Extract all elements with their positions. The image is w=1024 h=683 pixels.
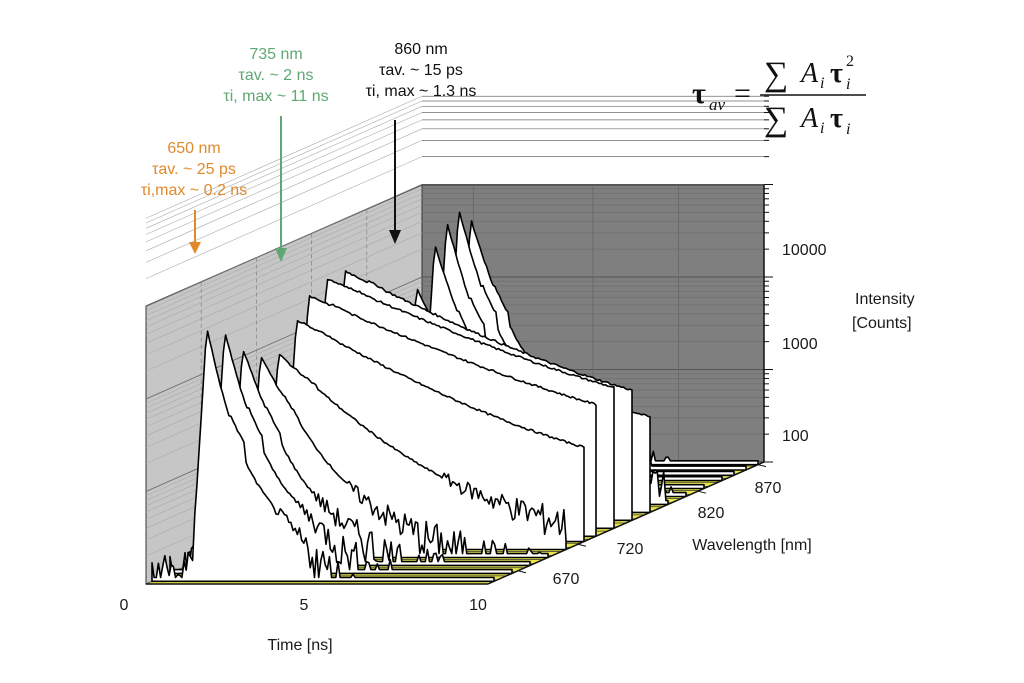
eq-den-a-sub: i [820, 120, 824, 137]
eq-den-a: A [799, 103, 819, 134]
eq-lhs-tau: τ [692, 77, 706, 110]
eq-equals: = [734, 77, 751, 110]
z-axis-label-2: [Counts] [852, 315, 912, 332]
annotation-735-line-3: τi, max ~ 11 ns [223, 88, 328, 105]
annotation-650-line-3: τi,max ~ 0.2 ns [141, 182, 247, 199]
z-tick-100: 100 [782, 428, 809, 445]
z-tick-1000: 1000 [782, 336, 818, 353]
annotation-860-line-1: 860 nm [394, 41, 447, 58]
wavelength-tick [697, 490, 707, 494]
axis-ticks [146, 95, 773, 585]
x-tick-5: 5 [300, 597, 309, 614]
eq-num-a-sub: i [820, 75, 824, 92]
z-axis-label-1: Intensity [855, 291, 915, 308]
decay-curve-650 [151, 330, 495, 583]
side-wall-gridline [145, 184, 423, 307]
eq-lhs-sub: av [709, 95, 726, 114]
annotation-650-line-2: τav. ~ 25 ps [152, 161, 236, 178]
side-wall-gridline [145, 112, 423, 235]
side-wall-gridline [145, 128, 423, 252]
side-wall-gridline [145, 221, 423, 344]
side-wall-gridline [145, 248, 423, 372]
z-tick-10000: 10000 [782, 242, 827, 259]
eq-den-tau: τ [830, 103, 843, 134]
side-wall-gridline [145, 156, 423, 279]
wavelength-axis-line [487, 461, 765, 585]
side-wall-gridline [145, 119, 423, 243]
tau-average-equation: τ av = ∑ A i τ i 2 ∑ A i τ i [692, 53, 866, 138]
eq-num-tau-sub: i [846, 76, 850, 93]
annotation-860: 860 nm τav. ~ 15 ps τi, max ~ 1.3 ns [366, 41, 477, 244]
annotation-650-line-1: 650 nm [167, 140, 220, 157]
y-axis-label: Wavelength [nm] [692, 537, 811, 554]
side-wall-gridline [145, 204, 423, 328]
annotation-735-arrowhead [275, 248, 287, 262]
eq-num-sum: ∑ [764, 56, 788, 93]
y-tick-820: 820 [698, 505, 725, 522]
wavelength-tick [577, 543, 587, 547]
y-tick-870: 870 [755, 480, 782, 497]
side-wall-gridline [145, 232, 423, 356]
wavelength-tick [517, 570, 527, 574]
x-tick-0: 0 [120, 597, 129, 614]
eq-num-a: A [799, 58, 819, 89]
y-tick-670: 670 [553, 571, 580, 588]
side-wall-gridline [145, 100, 423, 224]
eq-num-tau: τ [830, 58, 843, 89]
annotation-650: 650 nm τav. ~ 25 ps τi,max ~ 0.2 ns [141, 140, 247, 254]
side-wall-gridline [145, 95, 423, 219]
x-tick-10: 10 [469, 597, 487, 614]
wavelength-tick [757, 464, 767, 468]
y-tick-720: 720 [617, 541, 644, 558]
eq-den-sum: ∑ [764, 101, 788, 138]
annotation-735-line-2: τav. ~ 2 ns [239, 67, 314, 84]
annotation-735: 735 nm τav. ~ 2 ns τi, max ~ 11 ns [223, 46, 329, 262]
eq-den-tau-sub: i [846, 121, 850, 138]
side-wall-gridline [145, 106, 423, 229]
annotation-735-line-1: 735 nm [249, 46, 302, 63]
annotation-860-arrowhead [389, 230, 401, 244]
annotation-860-line-2: τav. ~ 15 ps [379, 62, 463, 79]
annotation-650-arrowhead [189, 242, 201, 254]
eq-num-tau-sup: 2 [846, 53, 854, 70]
annotation-860-line-3: τi, max ~ 1.3 ns [366, 83, 477, 100]
side-wall-gridline [145, 198, 423, 322]
side-wall-gridline [145, 212, 423, 335]
decay-curves [151, 211, 759, 583]
x-axis-label: Time [ns] [267, 637, 332, 654]
